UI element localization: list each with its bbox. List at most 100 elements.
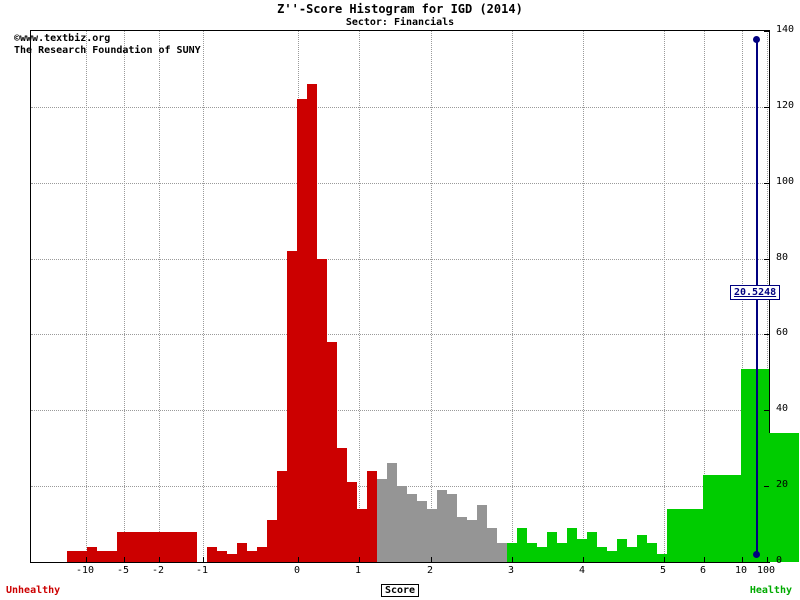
histogram-bar [357, 508, 367, 562]
copyright-text: ©www.textbiz.org [14, 33, 111, 44]
x-tick [86, 557, 87, 562]
histogram-bar [337, 448, 347, 562]
histogram-bar [647, 543, 657, 562]
y-tick [764, 562, 769, 563]
x-tick [431, 557, 432, 562]
x-tick [583, 557, 584, 562]
y-tick [764, 486, 769, 488]
y-tick-label: 80 [776, 251, 789, 263]
y-tick [764, 106, 769, 108]
y-tick [764, 182, 769, 184]
histogram-bar [637, 535, 647, 562]
x-tick [664, 557, 665, 562]
x-tick [159, 557, 160, 562]
histogram-bar [397, 486, 407, 562]
foundation-text: The Research Foundation of SUNY [14, 45, 201, 56]
x-tick-label: 100 [756, 565, 776, 576]
y-tick [764, 31, 769, 32]
histogram-bar [217, 550, 227, 562]
histogram-bar [267, 520, 277, 562]
y-tick-label: 140 [776, 24, 795, 35]
histogram-bar [417, 501, 427, 562]
marker-value-label: 20.5248 [730, 284, 781, 300]
histogram-bar [307, 84, 317, 562]
histogram-bar [497, 543, 507, 562]
gridline-vertical [86, 31, 87, 562]
histogram-bar [407, 493, 417, 562]
histogram-bar [703, 474, 741, 562]
gridline-vertical [203, 31, 204, 562]
y-tick [764, 334, 769, 336]
plot-area: 20.5248 [30, 30, 799, 563]
x-tick [704, 557, 705, 562]
gridline-horizontal [31, 182, 769, 184]
marker-dot-bottom [753, 551, 760, 559]
histogram-bar [577, 539, 587, 562]
histogram-bar [157, 531, 167, 562]
x-tick [767, 557, 768, 562]
y-tick-label: 20 [776, 479, 789, 491]
histogram-bar [227, 554, 237, 562]
x-tick-label: -1 [195, 565, 209, 576]
histogram-bar [297, 99, 307, 562]
x-tick-label: 0 [293, 565, 301, 576]
y-tick-label: 0 [776, 555, 783, 566]
histogram-bar [317, 258, 327, 562]
histogram-bar [457, 516, 467, 562]
marker-dot-top [753, 35, 760, 43]
histogram-bar [107, 550, 117, 562]
y-tick-label: 60 [776, 327, 789, 339]
histogram-bar [247, 550, 257, 562]
histogram-bar [507, 543, 517, 562]
x-tick-label: 10 [734, 565, 748, 576]
gridline-horizontal [31, 106, 769, 108]
histogram-bar [327, 342, 337, 562]
gridline-vertical [704, 31, 705, 562]
y-tick-label: 100 [776, 175, 795, 187]
histogram-bar [587, 531, 597, 562]
score-axis-label-text: Score [380, 584, 420, 597]
histogram-bar [387, 463, 397, 562]
gridline-horizontal [31, 410, 769, 412]
histogram-bar [667, 508, 703, 562]
x-tick-label: 3 [507, 565, 515, 576]
histogram-bar [167, 531, 177, 562]
histogram-bar [597, 546, 607, 562]
y-tick-label: 40 [776, 403, 789, 415]
healthy-tag: Healthy [749, 585, 792, 596]
y-tick [764, 258, 769, 260]
y-tick-label: 120 [776, 99, 795, 111]
histogram-bar [207, 546, 217, 562]
gridline-vertical [159, 31, 160, 562]
histogram-bar [527, 543, 537, 562]
x-tick-label: -2 [151, 565, 165, 576]
gridline-vertical [431, 31, 432, 562]
histogram-bar [87, 546, 97, 562]
histogram-bar [537, 546, 547, 562]
histogram-bar [427, 508, 437, 562]
histogram-bar [277, 470, 287, 562]
y-tick [764, 410, 769, 412]
histogram-bar [187, 531, 197, 562]
histogram-bar [467, 520, 477, 562]
histogram-bar [627, 546, 637, 562]
histogram-bar [287, 251, 297, 562]
gridline-vertical [664, 31, 665, 562]
gridline-horizontal [31, 258, 769, 260]
x-tick-label: 6 [699, 565, 707, 576]
gridline-vertical [124, 31, 125, 562]
histogram-bar [347, 482, 357, 562]
histogram-bar [67, 550, 77, 562]
x-tick [203, 557, 204, 562]
x-tick-label: -10 [75, 565, 95, 576]
histogram-bar [517, 527, 527, 562]
x-tick [124, 557, 125, 562]
histogram-bar [137, 531, 147, 562]
unhealthy-tag: Unhealthy [6, 585, 61, 596]
histogram-bar [77, 550, 87, 562]
x-tick-label: 2 [426, 565, 434, 576]
gridline-horizontal [31, 334, 769, 336]
x-tick [298, 557, 299, 562]
histogram-bar [177, 531, 187, 562]
